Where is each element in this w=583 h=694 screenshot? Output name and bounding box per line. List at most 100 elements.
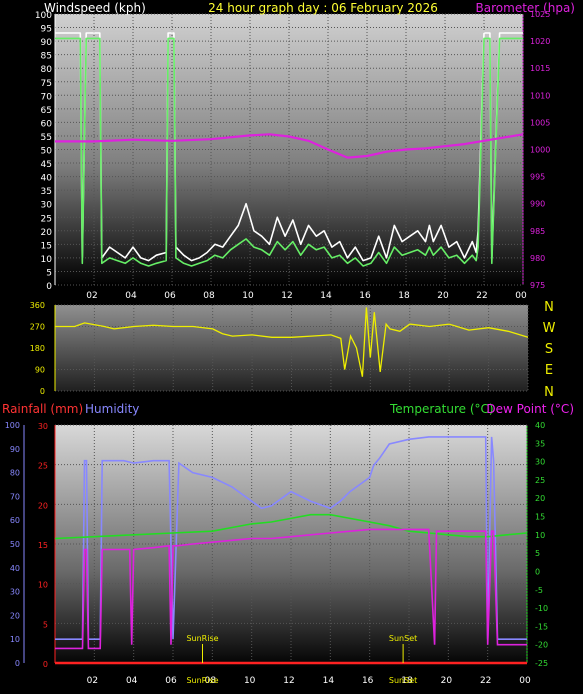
- temperature-time-tick-label: 14: [323, 676, 335, 686]
- wind-time-axis: 02 04 06 08 10 12 14 16 18 20 22 00: [86, 291, 527, 301]
- temperature-tick-label: -20: [535, 641, 548, 650]
- sun-annotation-bottom-label: SunRise: [186, 676, 218, 685]
- wind-speed-tick-label: 35: [41, 187, 52, 197]
- temperature-tick-label: 35: [535, 439, 545, 448]
- wind-speed-tick-label: 30: [41, 201, 53, 211]
- temperature-tick-label: 25: [535, 476, 545, 485]
- barometer-tick-label: 1015: [530, 64, 550, 73]
- wind-speed-tick-label: 10: [41, 255, 53, 265]
- temperature-tick-label: 15: [535, 513, 545, 522]
- humidity-tick-label: 30: [10, 588, 20, 597]
- direction-series-line: [55, 307, 529, 377]
- sun-annotation-label: SunSet: [389, 634, 417, 643]
- humidity-tick-label: 0: [15, 659, 20, 668]
- temperature-time-tick-label: 04: [126, 676, 138, 686]
- wind-speed-tick-label: 25: [41, 214, 52, 224]
- rainfall-axis: 0 5 10 15 20 25 30: [38, 422, 48, 669]
- barometer-tick-label: 1005: [530, 118, 550, 127]
- direction-tick-label: 0: [40, 387, 45, 396]
- compass-label: W: [543, 321, 556, 336]
- wind-series-line: [55, 32, 523, 262]
- barometer-tick-label: 1020: [530, 37, 550, 46]
- humidity-tick-label: 20: [10, 611, 20, 620]
- humidity-axis-label: Humidity: [85, 402, 139, 416]
- temperature-time-tick-label: 20: [441, 676, 453, 686]
- wind-speed-axis: 0 5 10 15 20 25 30 35 40 45 50 55 60 65 70 75 80 85 90 95 10…: [35, 11, 52, 292]
- wind-speed-tick-label: 65: [41, 106, 52, 116]
- sun-annotation-label: SunRise: [186, 634, 218, 643]
- wind-series-line: [55, 37, 523, 267]
- rainfall-tick-label: 30: [38, 422, 48, 431]
- wind-series-line: [55, 133, 524, 159]
- temperature-tick-label: -5: [535, 586, 543, 595]
- humidity-tick-label: 60: [10, 516, 20, 525]
- direction-series: [55, 307, 529, 377]
- barometer-tick-label: 980: [530, 254, 545, 263]
- wind-speed-tick-label: 60: [41, 119, 53, 129]
- temperature-axis: -25 -20 -15 -10 -5 0 5 10 15 20 25 30 35 40: [535, 421, 548, 668]
- sun-annotation-bottom-label: SunSet: [389, 676, 417, 685]
- humidity-tick-label: 50: [10, 540, 20, 549]
- direction-tick-label: 270: [30, 323, 45, 332]
- humidity-tick-label: 10: [10, 635, 20, 644]
- temperature-series-line: [55, 436, 527, 641]
- wind-speed-tick-label: 95: [41, 25, 52, 35]
- humidity-axis: 0 10 20 30 40 50 60 70 80 90 100: [5, 421, 20, 668]
- wind-time-tick-label: 14: [320, 291, 332, 301]
- barometer-tick-label: 995: [530, 173, 545, 182]
- barometer-axis-label: Barometer (hpa): [476, 1, 575, 15]
- direction-tick-label: 360: [30, 301, 45, 310]
- barometer-tick-label: 990: [530, 200, 545, 209]
- wind-time-tick-label: 10: [242, 291, 254, 301]
- rainfall-tick-label: 20: [38, 501, 48, 510]
- temperature-series-line: [54, 513, 528, 540]
- wind-speed-tick-label: 85: [41, 52, 52, 62]
- temperature-time-tick-label: 22: [480, 676, 491, 686]
- direction-degree-axis: 0 90 180 270 360: [30, 301, 45, 396]
- temperature-tick-label: -15: [535, 622, 548, 631]
- wind-speed-tick-label: 100: [35, 11, 52, 21]
- temperature-time-tick-label: 18: [401, 676, 413, 686]
- barometer-tick-label: 1010: [530, 91, 550, 100]
- compass-label: N: [544, 385, 554, 400]
- wind-time-tick-label: 12: [281, 291, 292, 301]
- wind-speed-tick-label: 0: [46, 282, 52, 292]
- barometer-tick-label: 975: [530, 281, 545, 290]
- temperature-axis-label: Temperature (°C): [389, 402, 494, 416]
- humidity-tick-label: 40: [10, 564, 20, 573]
- wind-speed-tick-label: 80: [41, 65, 53, 75]
- wind-time-tick-label: 08: [203, 291, 215, 301]
- windspeed-axis-label: Windspeed (kph): [44, 1, 146, 15]
- wind-speed-tick-label: 50: [41, 147, 53, 157]
- temperature-tick-label: 40: [535, 421, 545, 430]
- graph-title: 24 hour graph day : 06 February 2026: [208, 1, 438, 15]
- wind-time-tick-label: 02: [86, 291, 97, 301]
- barometer-tick-label: 985: [530, 227, 545, 236]
- temperature-tick-label: 0: [535, 567, 540, 576]
- temperature-time-tick-label: 10: [244, 676, 256, 686]
- wind-time-tick-label: 20: [437, 291, 449, 301]
- wind-speed-tick-label: 5: [46, 268, 52, 278]
- temperature-time-tick-label: 16: [362, 676, 374, 686]
- temperature-time-tick-label: 12: [283, 676, 294, 686]
- temperature-tick-label: -10: [535, 604, 548, 613]
- rainfall-tick-label: 15: [38, 541, 48, 550]
- wind-speed-tick-label: 75: [41, 79, 52, 89]
- wind-speed-tick-label: 90: [41, 38, 53, 48]
- wind-speed-tick-label: 20: [41, 228, 53, 238]
- wind-time-tick-label: 16: [359, 291, 371, 301]
- wind-time-tick-label: 06: [164, 291, 176, 301]
- temperature-plot-area: [55, 425, 527, 668]
- rainfall-tick-label: 25: [38, 462, 48, 471]
- barometer-axis: 975 980 985 990 995 1000 1005 1010 1015 1020 1025: [530, 10, 550, 290]
- wind-time-tick-label: 00: [515, 291, 527, 301]
- direction-tick-label: 90: [35, 366, 45, 375]
- humidity-tick-label: 90: [10, 445, 20, 454]
- wind-speed-tick-label: 70: [41, 92, 53, 102]
- humidity-tick-label: 80: [10, 469, 20, 478]
- wind-speed-tick-label: 40: [41, 174, 53, 184]
- direction-tick-label: 180: [30, 344, 45, 353]
- wind-time-tick-label: 04: [125, 291, 137, 301]
- temperature-tick-label: -25: [535, 659, 548, 668]
